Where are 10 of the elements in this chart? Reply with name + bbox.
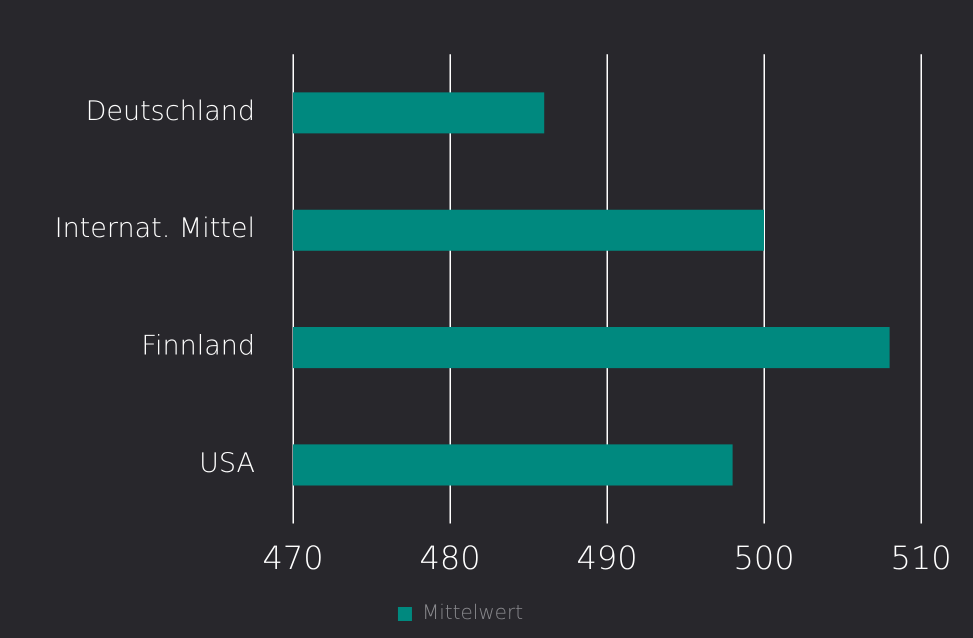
y-tick-label: USA: [199, 448, 255, 479]
x-tick-label: 470: [262, 539, 324, 578]
x-tick-label: 500: [733, 539, 795, 578]
y-tick-label: Deutschland: [86, 96, 255, 127]
y-tick-label: Finnland: [141, 330, 255, 362]
legend-label: Mittelwert: [422, 600, 524, 624]
x-tick-label: 480: [419, 539, 481, 578]
y-tick-label: Internat. Mittel: [54, 213, 255, 244]
x-tick-label: 490: [576, 539, 638, 578]
x-tick-label: 510: [890, 539, 952, 578]
